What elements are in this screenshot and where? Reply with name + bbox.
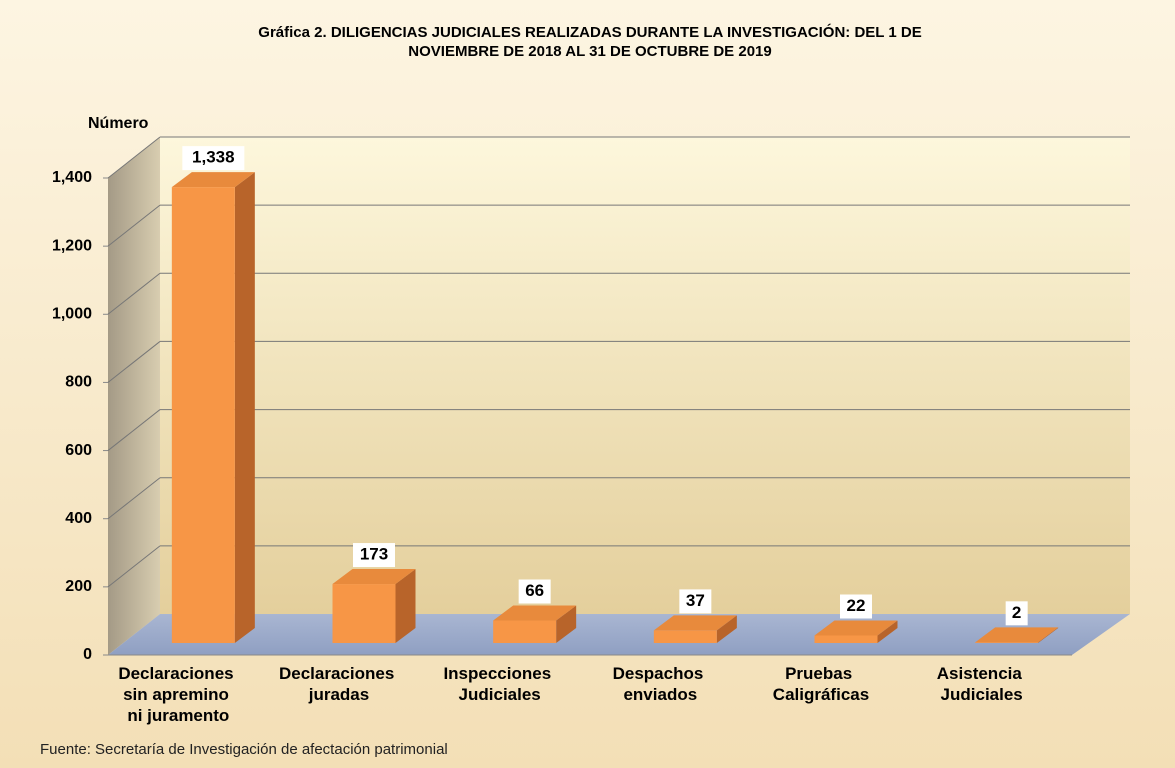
- bar: [171, 187, 235, 644]
- x-tick-label: Declaraciones sin apremino ni juramento: [118, 664, 238, 725]
- chart-title: Gráfica 2. DILIGENCIAS JUDICIALES REALIZ…: [258, 23, 921, 41]
- value-label-box: [679, 589, 712, 614]
- bar-side: [234, 172, 255, 644]
- bar-side: [395, 569, 416, 643]
- bar-top: [653, 615, 737, 631]
- bar-side: [1038, 627, 1059, 643]
- y-tick-label: 400: [65, 510, 92, 527]
- back-wall: [160, 137, 1130, 614]
- y-tick-label: 1,200: [52, 237, 92, 254]
- bar-top: [171, 172, 255, 188]
- bar-top: [975, 627, 1059, 643]
- bar: [814, 635, 878, 643]
- grid-line: [107, 341, 161, 383]
- bar-top: [814, 620, 898, 636]
- bar-top: [332, 569, 416, 585]
- y-tick-label: 600: [65, 442, 92, 459]
- value-label: 173: [360, 545, 388, 564]
- y-tick-label: 0: [83, 646, 92, 663]
- source: Fuente: Secretaría de Investigación de a…: [40, 741, 448, 758]
- y-tick-label: 1,400: [52, 169, 92, 186]
- value-label: 37: [686, 591, 705, 610]
- x-tick-label: Pruebas Caligráficas: [773, 664, 869, 704]
- value-label-box: [1005, 601, 1028, 626]
- x-tick-label: Asistencia Judiciales: [937, 664, 1027, 704]
- grid-line: [107, 136, 161, 179]
- value-label: 66: [525, 581, 544, 600]
- value-label-box: [840, 594, 872, 619]
- x-tick-label: Declaraciones juradas: [279, 664, 399, 704]
- value-label-box: [182, 146, 245, 171]
- grid-line: [107, 477, 161, 520]
- bar-top: [493, 605, 577, 621]
- grid-line: [107, 204, 161, 247]
- y-axis-label: Número: [88, 115, 149, 132]
- y-tick-label: 200: [65, 578, 92, 595]
- value-label-box: [353, 543, 395, 568]
- bar: [653, 630, 717, 643]
- grid-line: [107, 545, 161, 588]
- bar-side: [877, 620, 898, 643]
- grid-line: [107, 272, 161, 315]
- bar: [493, 620, 557, 643]
- bar-side: [716, 615, 737, 643]
- value-label: 2: [1012, 603, 1021, 622]
- y-tick-label: 800: [65, 374, 92, 391]
- bar: [975, 642, 1039, 643]
- x-tick-label: Inspecciones Judiciales: [443, 664, 555, 704]
- value-label-box: [518, 579, 551, 604]
- bar: [332, 584, 396, 643]
- floor: [108, 614, 1130, 655]
- value-label: 1,338: [192, 148, 235, 167]
- x-tick-label: Despachos enviados: [613, 664, 708, 704]
- side-wall: [108, 137, 160, 655]
- value-label: 22: [847, 596, 866, 615]
- bar-side: [556, 605, 577, 643]
- grid-line: [107, 409, 161, 451]
- y-tick-label: 1,000: [52, 306, 92, 323]
- chart-subtitle: NOVIEMBRE DE 2018 AL 31 DE OCTUBRE DE 20…: [408, 43, 771, 60]
